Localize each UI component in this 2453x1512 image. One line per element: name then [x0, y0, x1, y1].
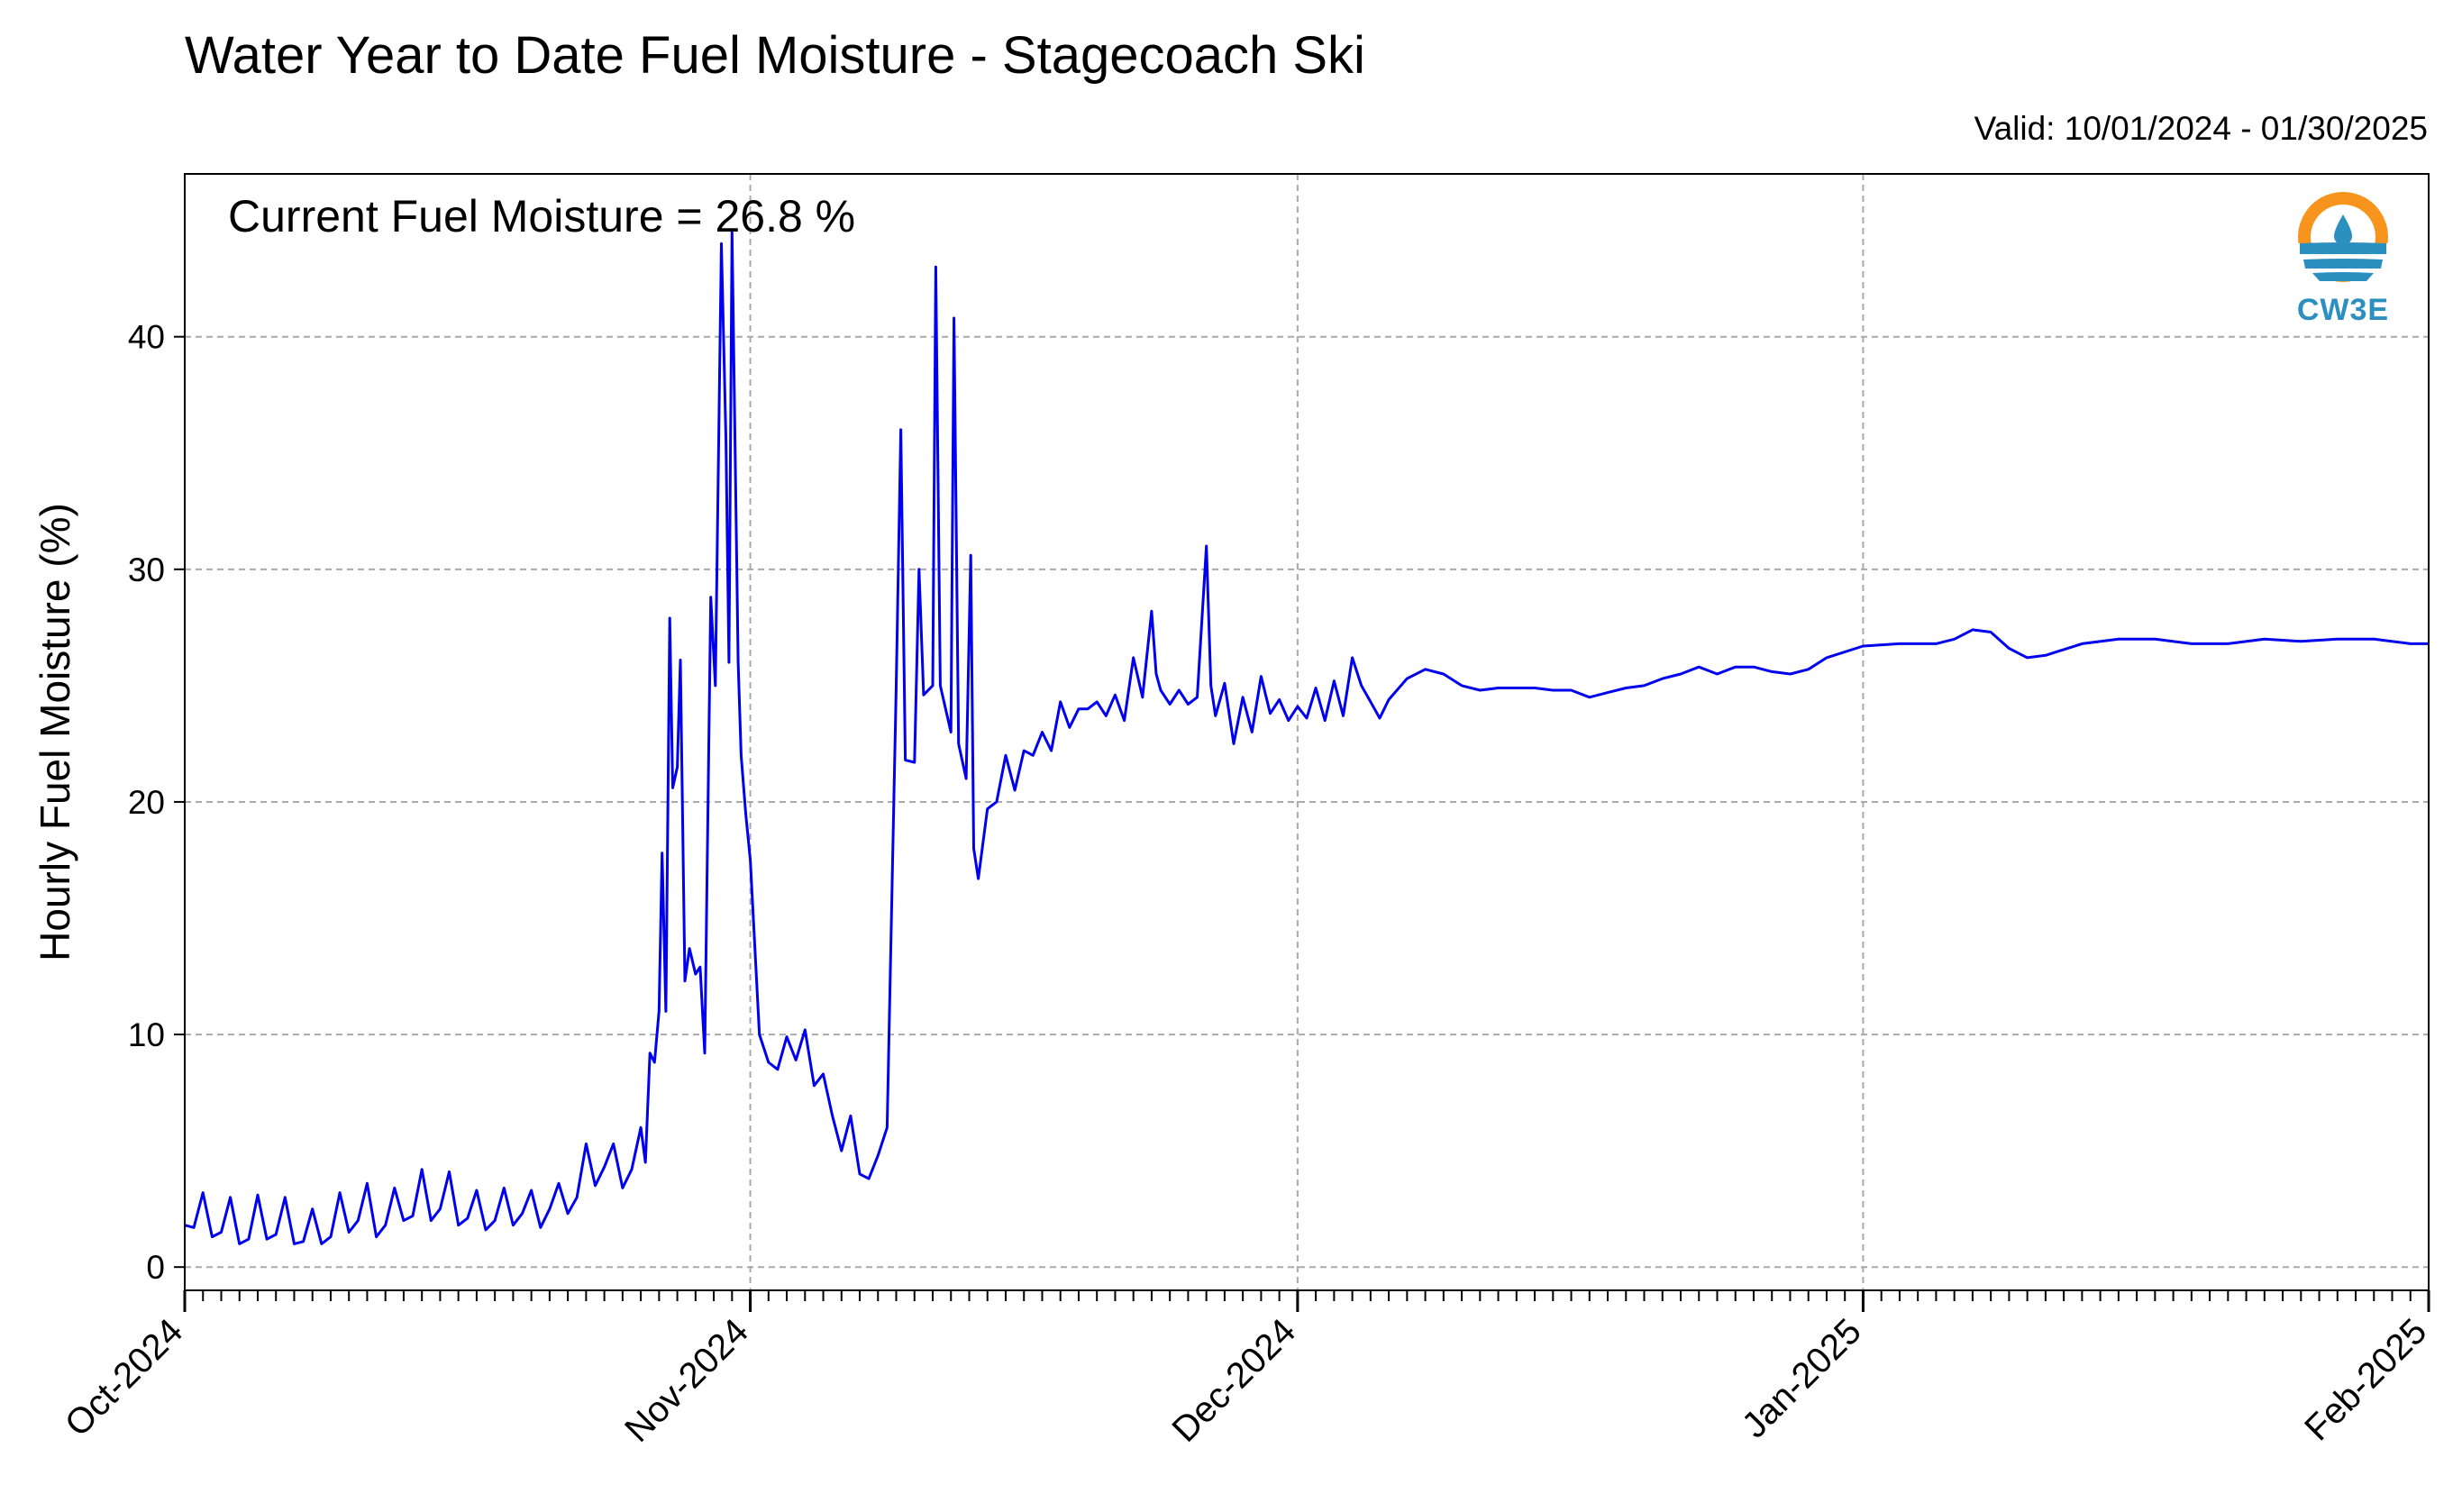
- y-tick-label: 20: [128, 784, 165, 821]
- y-tick-label: 40: [128, 319, 165, 356]
- axis-layer: 0 10 20 30 40 Oct-2024 Nov-2024 Dec-2024 Jan-202…: [58, 319, 2434, 1450]
- chart-subtitle-valid-range: Valid: 10/01/2024 - 01/30/2025: [1974, 110, 2428, 147]
- grid-layer: [184, 174, 2430, 1290]
- chart-title: Water Year to Date Fuel Moisture - Stage…: [185, 26, 1365, 85]
- y-axis-label: Hourly Fuel Moisture (%): [32, 503, 78, 961]
- x-tick-label: Nov-2024: [617, 1311, 756, 1450]
- current-fuel-moisture-annotation: Current Fuel Moisture = 26.8 %: [228, 191, 855, 241]
- x-tick-label: Feb-2025: [2297, 1311, 2434, 1448]
- y-tick-label: 10: [128, 1016, 165, 1053]
- series-layer: [185, 231, 2429, 1245]
- cw3e-logo-text: CW3E: [2297, 293, 2389, 327]
- x-tick-label: Jan-2025: [1735, 1311, 1869, 1445]
- cw3e-logo: CW3E: [2293, 192, 2393, 327]
- plot-frame: [184, 173, 2430, 1291]
- x-tick-label: Oct-2024: [58, 1311, 190, 1444]
- y-tick-label: 30: [128, 551, 165, 588]
- fuel-moisture-series-line: [185, 231, 2429, 1245]
- y-tick-label: 0: [146, 1249, 165, 1286]
- water-drop-icon: [2334, 214, 2352, 245]
- x-tick-label: Dec-2024: [1164, 1311, 1303, 1450]
